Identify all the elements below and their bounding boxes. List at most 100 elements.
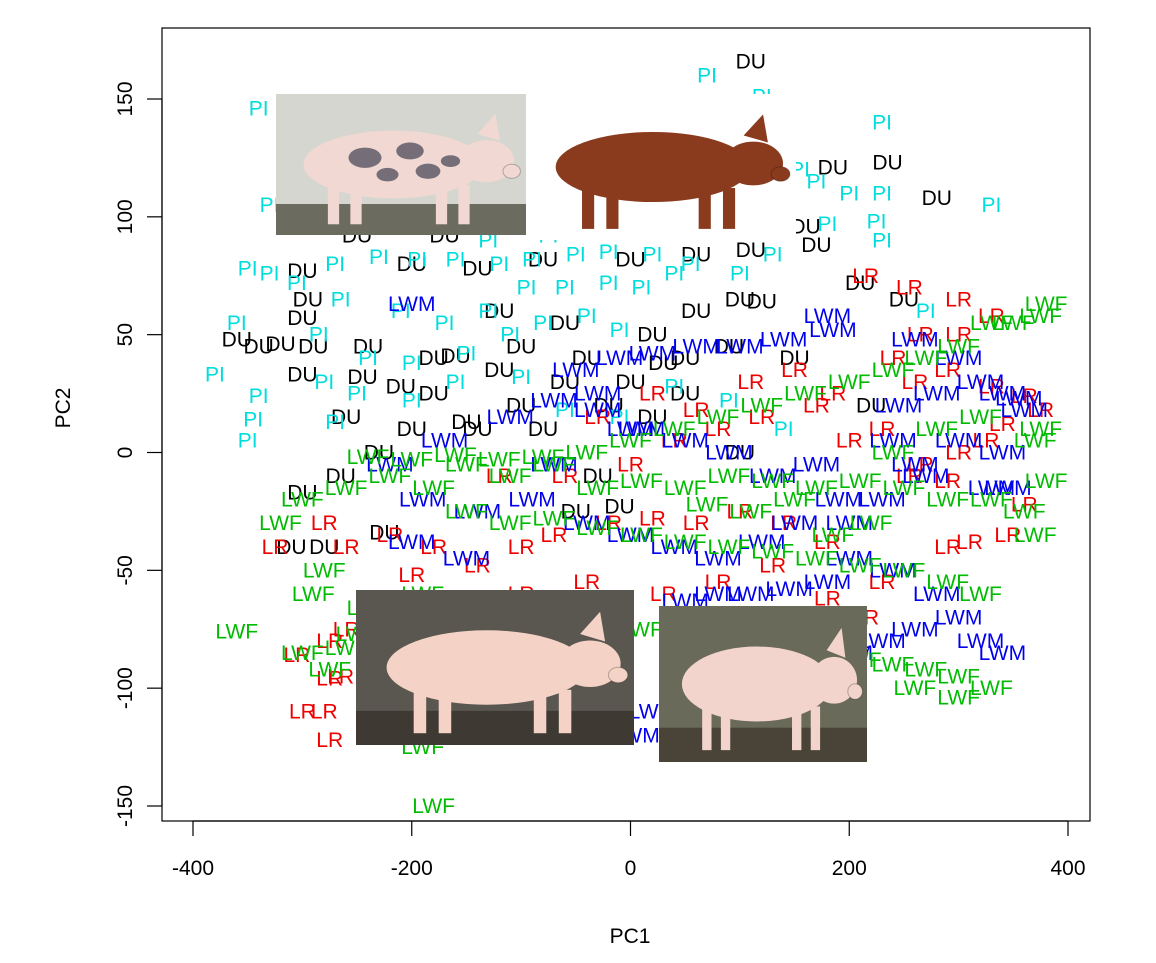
point-label-du: DU xyxy=(561,500,591,523)
pig-photos xyxy=(276,94,867,762)
point-label-lr: LR xyxy=(316,630,343,653)
point-label-lwm: LWM xyxy=(935,347,982,370)
point-label-du: DU xyxy=(714,335,744,358)
point-label-lr: LR xyxy=(705,571,732,594)
point-label-du: DU xyxy=(747,291,777,314)
point-label-pi: PI xyxy=(287,272,307,295)
point-label-du: DU xyxy=(615,371,645,394)
pig-leg xyxy=(582,188,595,229)
point-label-lr: LR xyxy=(683,399,710,422)
point-label-lwm: LWM xyxy=(672,335,719,358)
point-label-lwm: LWM xyxy=(826,548,873,571)
point-label-lr: LR xyxy=(541,524,568,547)
point-label-lwf: LWF xyxy=(686,493,729,516)
point-label-lwf: LWF xyxy=(215,621,258,644)
point-label-lr: LR xyxy=(781,359,808,382)
point-label-du: DU xyxy=(637,324,667,347)
point-label-du: DU xyxy=(287,260,317,283)
point-label-lwf: LWF xyxy=(751,470,794,493)
point-label-pi: PI xyxy=(664,262,684,285)
point-label-lwm: LWM xyxy=(765,578,812,601)
pig-leg xyxy=(435,184,448,225)
point-label-pi: PI xyxy=(533,312,553,335)
pig-body xyxy=(681,646,832,722)
point-label-lwm: LWM xyxy=(388,293,435,316)
point-label-lr: LR xyxy=(803,394,830,417)
point-label-du: DU xyxy=(309,536,339,559)
point-label-du: DU xyxy=(528,418,558,441)
point-label-pi: PI xyxy=(610,406,630,429)
point-label-lr: LR xyxy=(639,507,666,530)
point-label-lwf: LWF xyxy=(795,548,838,571)
point-label-lr: LR xyxy=(896,465,923,488)
point-label-lr: LR xyxy=(1027,399,1054,422)
point-label-lr: LR xyxy=(869,418,896,441)
point-label-pi: PI xyxy=(719,390,739,413)
point-label-lwm: LWM xyxy=(618,418,665,441)
point-label-lwf: LWF xyxy=(390,449,433,472)
pig-leg xyxy=(533,689,547,734)
pig-ear xyxy=(743,114,768,143)
large-white-pig-photo xyxy=(659,606,867,762)
pig-leg xyxy=(722,188,736,229)
point-label-lwm: LWM xyxy=(399,489,446,512)
point-label-lr: LR xyxy=(814,531,841,554)
point-label-pi: PI xyxy=(457,343,477,366)
point-label-du: DU xyxy=(736,239,766,262)
point-label-lwf: LWF xyxy=(609,430,652,453)
point-label-pi: PI xyxy=(369,246,389,269)
point-label-lwm: LWM xyxy=(875,394,922,417)
point-label-lwm: LWM xyxy=(574,383,621,406)
point-label-lwf: LWF xyxy=(773,489,816,512)
point-label-lwf: LWF xyxy=(872,359,915,382)
point-label-lwf: LWF xyxy=(784,383,827,406)
point-label-pi: PI xyxy=(478,300,498,323)
point-label-lr: LR xyxy=(464,555,491,578)
point-label-lr: LR xyxy=(376,524,403,547)
pig-leg xyxy=(606,188,619,229)
point-label-du: DU xyxy=(506,335,536,358)
point-label-lwm: LWM xyxy=(984,477,1031,500)
point-label-pi: PI xyxy=(763,244,783,267)
point-label-du: DU xyxy=(550,371,580,394)
pig-ear xyxy=(477,113,500,141)
point-label-du: DU xyxy=(462,258,492,281)
point-label-lwm: LWM xyxy=(596,347,643,370)
point-label-lr: LR xyxy=(398,564,425,587)
point-label-lwm: LWM xyxy=(716,335,763,358)
point-label-pi: PI xyxy=(577,305,597,328)
point-label-du: DU xyxy=(325,465,355,488)
point-label-pi: PI xyxy=(260,262,280,285)
point-label-lr: LR xyxy=(907,324,934,347)
point-label-lr: LR xyxy=(956,531,983,554)
point-label-lwf: LWF xyxy=(308,658,351,681)
pig-spot xyxy=(396,142,424,160)
point-label-lwm: LWM xyxy=(869,559,916,582)
x-tick-label: 0 xyxy=(625,857,637,880)
point-label-du: DU xyxy=(397,418,427,441)
point-label-lwf: LWF xyxy=(478,449,521,472)
point-label-pi: PI xyxy=(358,347,378,370)
point-label-lwm: LWM xyxy=(891,618,938,641)
duroc-pig-photo xyxy=(526,94,796,240)
point-label-lwf: LWF xyxy=(751,540,794,563)
pig-leg xyxy=(350,184,362,225)
point-label-pi: PI xyxy=(446,248,466,271)
pig-spot xyxy=(348,147,382,168)
point-label-lr: LR xyxy=(327,665,354,688)
point-label-lwf: LWF xyxy=(883,559,926,582)
pig-body xyxy=(386,630,587,705)
point-label-pi: PI xyxy=(566,244,586,267)
point-label-du: DU xyxy=(331,406,361,429)
point-label-pi: PI xyxy=(238,430,258,453)
point-label-du: DU xyxy=(593,394,623,417)
pig-leg xyxy=(438,689,452,734)
point-label-du: DU xyxy=(736,50,766,73)
photo-floor xyxy=(356,710,634,745)
pig-ear xyxy=(580,611,606,642)
point-label-lwf: LWF xyxy=(664,531,707,554)
point-label-lwm: LWM xyxy=(760,328,807,351)
point-label-lr: LR xyxy=(759,555,786,578)
point-label-lwf: LWF xyxy=(970,312,1013,335)
